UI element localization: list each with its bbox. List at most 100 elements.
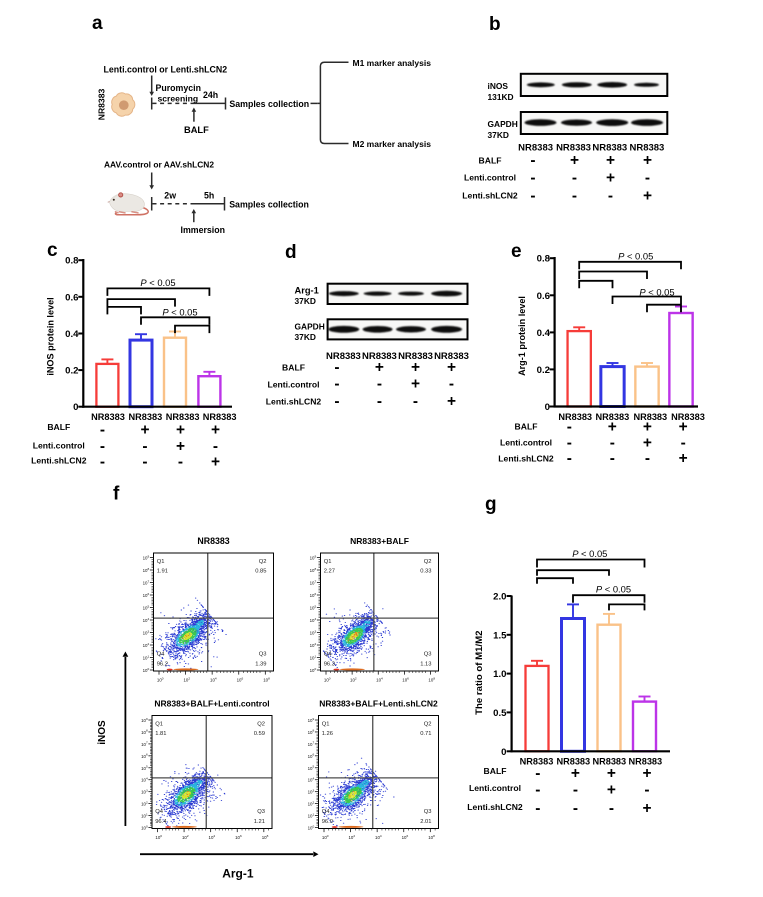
svg-text:1.5: 1.5	[493, 630, 507, 641]
svg-text:Lenti.shLCN2: Lenti.shLCN2	[31, 456, 87, 466]
svg-text:100: 100	[143, 667, 150, 673]
svg-text:NR8383: NR8383	[596, 412, 630, 422]
svg-text:108: 108	[428, 834, 435, 840]
svg-text:1.81: 1.81	[155, 731, 166, 737]
svg-text:-: -	[213, 438, 218, 455]
svg-text:1.91: 1.91	[157, 568, 168, 574]
svg-text:-: -	[573, 781, 578, 798]
svg-text:37KD: 37KD	[488, 130, 509, 140]
svg-text:BALF: BALF	[484, 766, 507, 776]
svg-text:106: 106	[143, 592, 150, 598]
svg-text:-: -	[100, 438, 105, 455]
svg-text:106: 106	[310, 592, 317, 598]
svg-text:104: 104	[376, 676, 383, 682]
svg-text:-: -	[645, 450, 650, 467]
svg-text:-: -	[573, 800, 578, 817]
svg-text:Puromycin: Puromycin	[156, 83, 201, 93]
svg-text:Lenti.control: Lenti.control	[469, 783, 521, 793]
svg-text:NR8383: NR8383	[166, 412, 200, 422]
svg-text:BALF: BALF	[515, 422, 538, 432]
svg-text:0.4: 0.4	[537, 328, 551, 339]
svg-text:Q2: Q2	[257, 721, 265, 727]
svg-text:100: 100	[155, 834, 162, 840]
svg-text:0.2: 0.2	[65, 366, 78, 377]
svg-text:1.26: 1.26	[322, 731, 333, 737]
svg-text:-: -	[334, 393, 339, 410]
svg-text:-: -	[535, 765, 540, 782]
svg-text:+: +	[211, 421, 220, 438]
svg-text:107: 107	[310, 579, 317, 585]
svg-text:NR8383: NR8383	[129, 412, 163, 422]
svg-text:P < 0.05: P < 0.05	[639, 287, 674, 298]
svg-text:AAV.control or AAV.shLCN2: AAV.control or AAV.shLCN2	[104, 160, 214, 170]
svg-text:f: f	[113, 484, 120, 505]
svg-text:Samples collection: Samples collection	[229, 99, 309, 109]
svg-text:0.4: 0.4	[65, 329, 79, 340]
svg-text:Lenti.shLCN2: Lenti.shLCN2	[266, 397, 322, 407]
svg-text:1.0: 1.0	[493, 669, 506, 680]
svg-text:BALF: BALF	[184, 125, 209, 135]
svg-text:0.6: 0.6	[537, 291, 550, 302]
svg-text:+: +	[211, 454, 220, 471]
svg-text:+: +	[679, 419, 688, 436]
svg-text:101: 101	[308, 812, 315, 818]
svg-text:106: 106	[402, 834, 409, 840]
svg-text:103: 103	[308, 788, 315, 794]
svg-text:GAPDH: GAPDH	[488, 119, 518, 129]
svg-text:P < 0.05: P < 0.05	[618, 250, 653, 261]
svg-text:+: +	[447, 359, 456, 376]
svg-text:-: -	[567, 450, 572, 467]
svg-text:105: 105	[141, 765, 148, 771]
svg-text:NR8383: NR8383	[558, 412, 592, 422]
svg-text:P < 0.05: P < 0.05	[162, 306, 197, 317]
svg-text:-: -	[142, 438, 147, 455]
svg-text:Q2: Q2	[424, 559, 432, 565]
svg-text:0.85: 0.85	[255, 568, 266, 574]
svg-text:107: 107	[141, 741, 148, 747]
svg-text:NR8383: NR8383	[629, 143, 664, 154]
svg-text:100: 100	[157, 676, 164, 682]
svg-text:+: +	[607, 781, 616, 798]
svg-text:Lenti.control or Lenti.shLCN2: Lenti.control or Lenti.shLCN2	[104, 65, 228, 75]
svg-text:a: a	[92, 13, 103, 34]
svg-text:102: 102	[350, 676, 357, 682]
svg-text:0.59: 0.59	[254, 731, 265, 737]
svg-text:Lenti.shLCN2: Lenti.shLCN2	[462, 191, 518, 201]
svg-text:NR8383+BALF: NR8383+BALF	[350, 536, 409, 546]
svg-text:c: c	[47, 240, 58, 261]
svg-text:+: +	[375, 359, 384, 376]
svg-text:Lenti.control: Lenti.control	[464, 173, 516, 183]
svg-text:105: 105	[310, 604, 317, 610]
svg-text:M1 marker analysis: M1 marker analysis	[353, 58, 432, 68]
svg-text:-: -	[609, 800, 614, 817]
svg-text:Samples collection: Samples collection	[229, 200, 309, 210]
svg-text:96.3: 96.3	[324, 662, 335, 668]
svg-text:+: +	[642, 765, 651, 782]
svg-text:Q3: Q3	[257, 809, 265, 815]
svg-text:d: d	[285, 242, 297, 263]
svg-text:The ratio of M1/M2: The ratio of M1/M2	[474, 631, 485, 715]
svg-text:105: 105	[308, 765, 315, 771]
svg-text:Q4: Q4	[157, 652, 166, 658]
svg-text:+: +	[643, 152, 652, 169]
svg-text:NR8383: NR8383	[518, 143, 553, 154]
svg-text:Q3: Q3	[424, 652, 432, 658]
svg-text:-: -	[530, 188, 535, 205]
svg-text:NR8383: NR8383	[91, 412, 125, 422]
svg-text:0: 0	[501, 747, 506, 758]
svg-text:screening: screening	[158, 94, 199, 104]
svg-text:102: 102	[183, 676, 190, 682]
svg-text:101: 101	[310, 654, 317, 660]
svg-text:+: +	[606, 170, 615, 187]
svg-text:+: +	[608, 419, 617, 436]
svg-text:Arg-1 protein level: Arg-1 protein level	[517, 296, 527, 376]
svg-text:NR8383: NR8383	[97, 89, 107, 121]
svg-text:Q2: Q2	[259, 559, 267, 565]
svg-text:BALF: BALF	[47, 422, 70, 432]
svg-text:NR8383: NR8383	[628, 757, 662, 767]
svg-text:-: -	[530, 152, 535, 169]
svg-text:NR8383: NR8383	[326, 351, 361, 362]
svg-text:iNOS: iNOS	[488, 81, 509, 91]
svg-text:-: -	[377, 393, 382, 410]
svg-text:NR8383+BALF+Lenti.control: NR8383+BALF+Lenti.control	[154, 699, 269, 709]
